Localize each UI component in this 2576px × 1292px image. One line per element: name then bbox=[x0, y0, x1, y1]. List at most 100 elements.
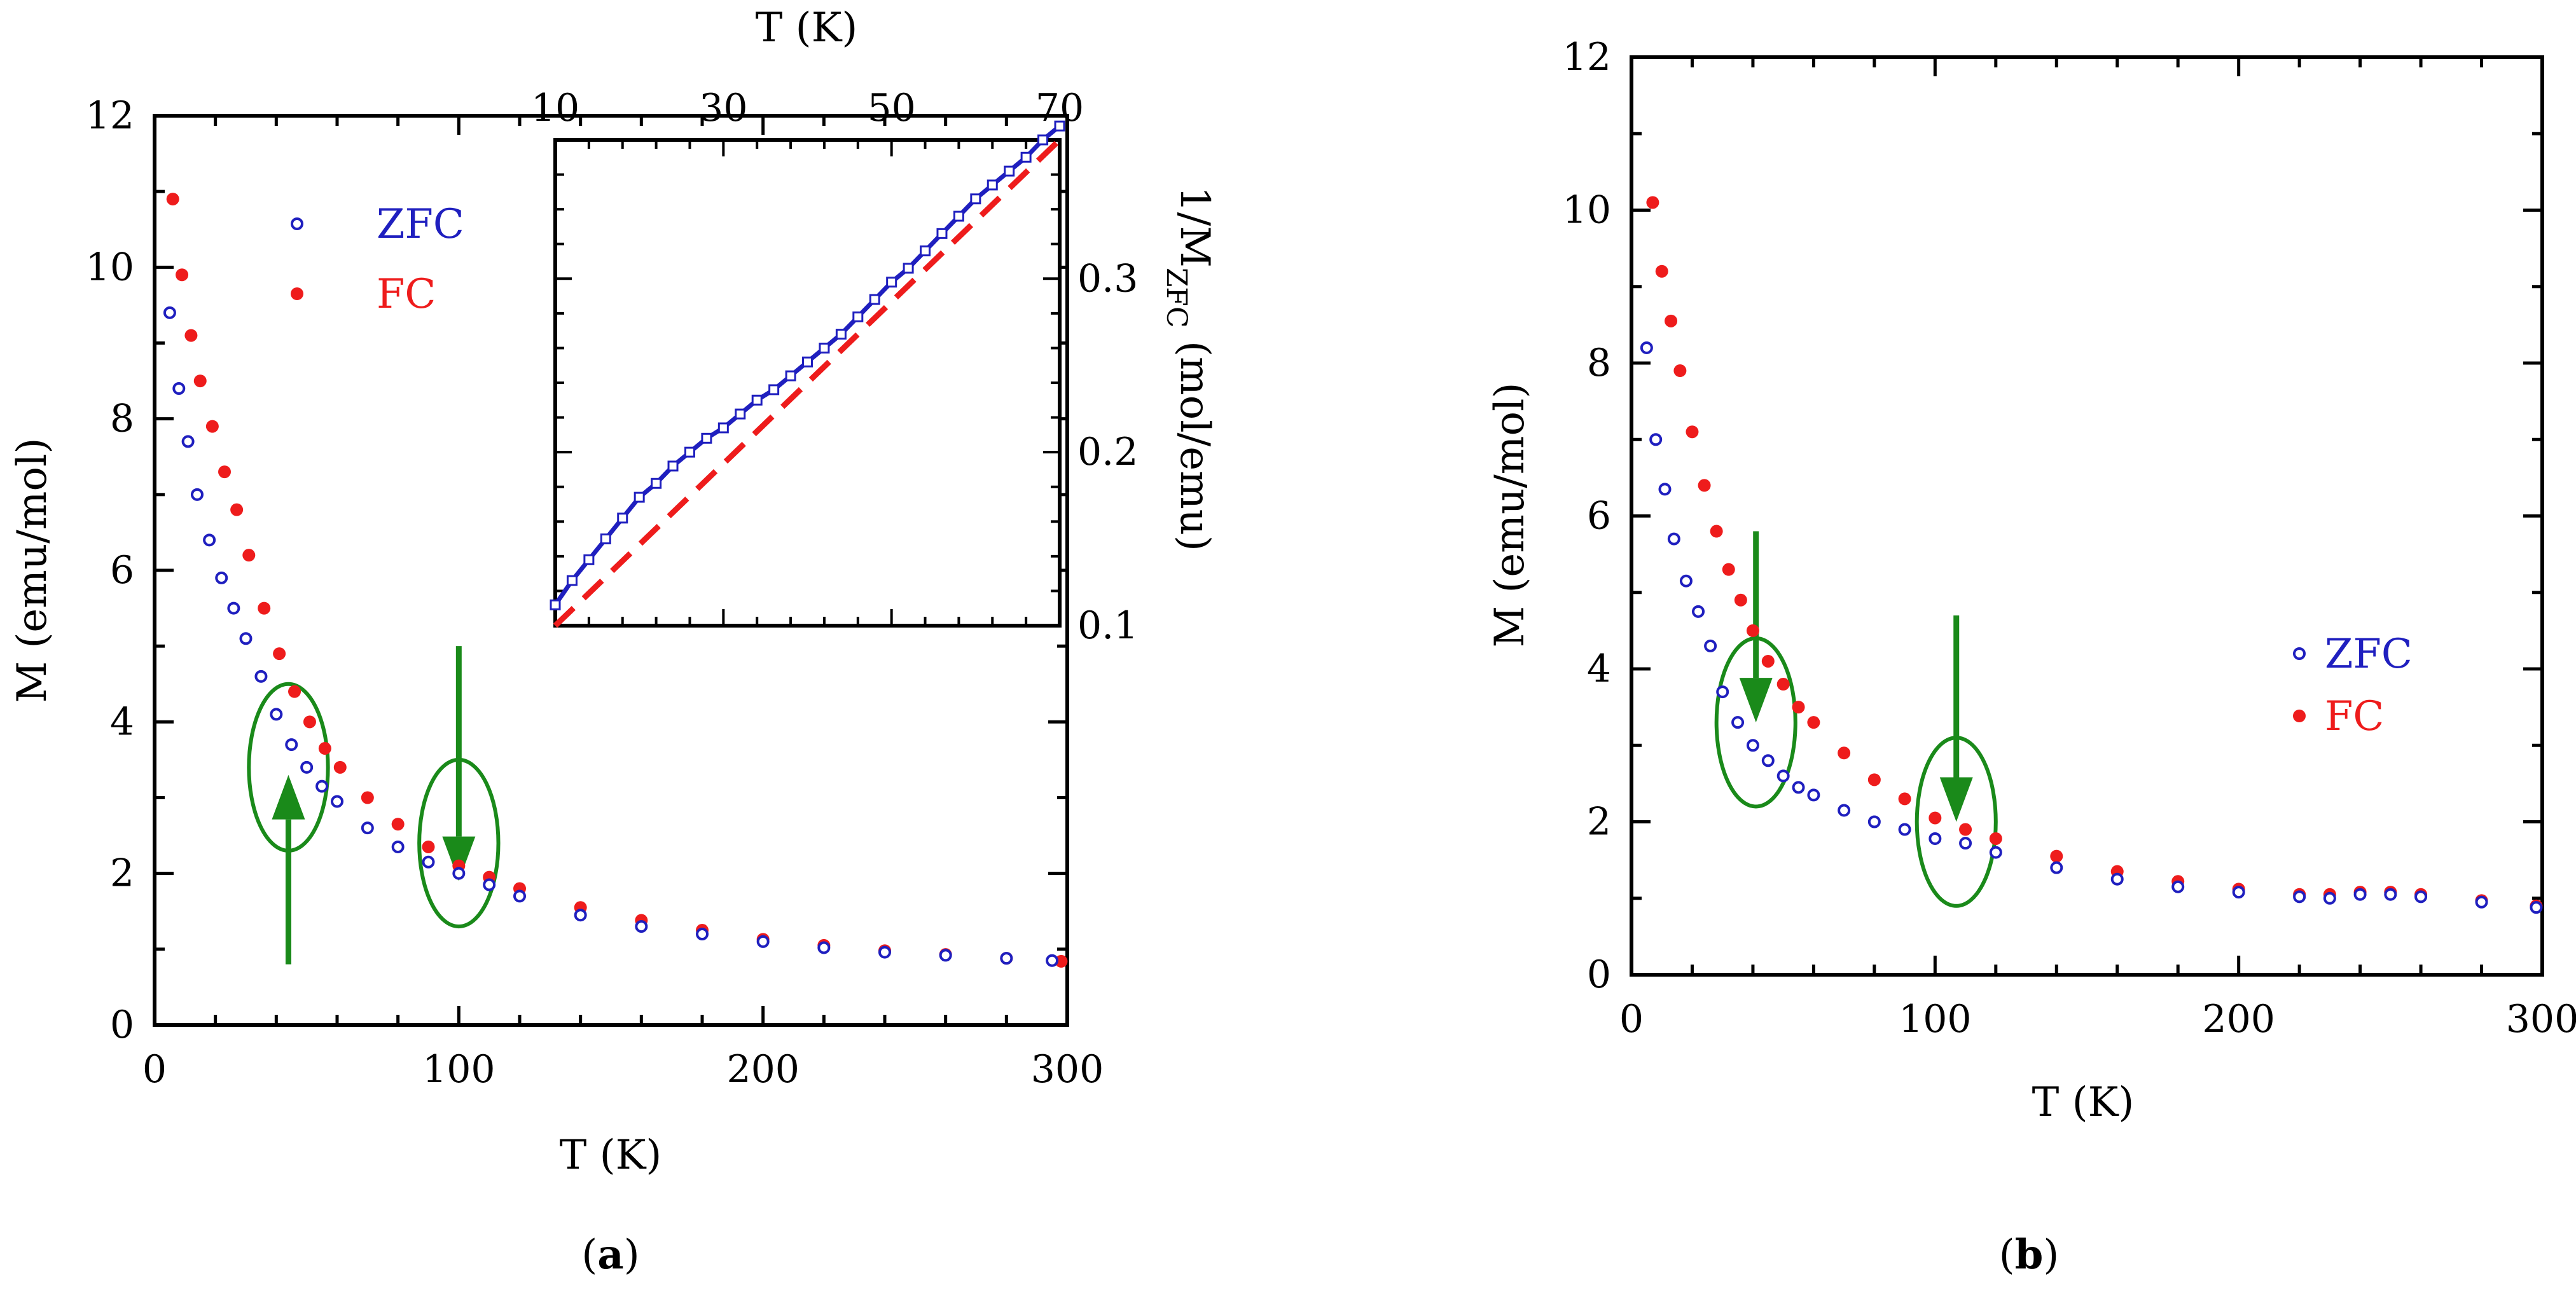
plot-frame-b bbox=[1630, 55, 2544, 977]
a-zfc-point bbox=[483, 878, 496, 891]
a-fc-point bbox=[176, 268, 189, 282]
a-zfc-point bbox=[227, 601, 240, 615]
b-zfc-point bbox=[2171, 880, 2185, 893]
b-legend-fc-marker bbox=[2293, 710, 2306, 722]
b-x-tick-label: 200 bbox=[2202, 997, 2275, 1041]
b-zfc-point bbox=[1679, 574, 1693, 588]
inset-ticks bbox=[554, 139, 1061, 627]
a-y-tick-label: 12 bbox=[86, 93, 134, 138]
inset-series bbox=[550, 120, 1065, 628]
a-zfc-point bbox=[817, 941, 831, 954]
inset-y-tick-label: 0.2 bbox=[1077, 430, 1138, 474]
b-annotations bbox=[1714, 531, 1998, 908]
b-zfc-point bbox=[1867, 815, 1881, 828]
a-legend-fc-marker bbox=[291, 287, 303, 300]
a-arrow-head bbox=[442, 836, 476, 881]
a-zfc-point bbox=[513, 890, 526, 903]
inset-data-point bbox=[970, 193, 981, 205]
inset-data-point bbox=[751, 394, 763, 406]
b-y-axis-title: M (emu/mol) bbox=[1486, 383, 1534, 648]
a-legend-fc-label: FC bbox=[377, 271, 436, 318]
a-zfc-point bbox=[285, 738, 298, 752]
a-legend: ZFC FC bbox=[291, 201, 464, 318]
a-zfc-point bbox=[939, 949, 952, 962]
inset-data-point bbox=[566, 575, 578, 586]
inset-data-point bbox=[1020, 151, 1032, 163]
a-zfc-point bbox=[300, 760, 314, 774]
b-legend: ZFC FC bbox=[2293, 631, 2413, 740]
b-zfc-point bbox=[2414, 890, 2428, 904]
b-fc-point bbox=[1698, 479, 1711, 492]
a-zfc-point bbox=[239, 632, 253, 645]
b-fc-point bbox=[1761, 654, 1775, 668]
a-zfc-point bbox=[190, 488, 204, 501]
a-zfc-point bbox=[181, 435, 195, 448]
b-fc-point bbox=[1807, 716, 1820, 729]
a-x-tick-label: 200 bbox=[726, 1047, 800, 1092]
inset-tick-labels: 10 30 50 70 0.1 0.2 0.3 bbox=[531, 86, 1139, 648]
a-legend-zfc-label: ZFC bbox=[377, 201, 464, 248]
inset-data-point bbox=[634, 491, 645, 503]
a-y-tick-label: 10 bbox=[86, 245, 134, 289]
a-fc-point bbox=[166, 193, 179, 206]
inset-x-axis-title: T (K) bbox=[756, 4, 858, 52]
b-zfc-point bbox=[1761, 754, 1775, 767]
b-fc-point bbox=[1746, 624, 1759, 637]
a-zfc-point bbox=[1046, 954, 1059, 967]
b-zfc-point bbox=[2110, 872, 2124, 886]
inset-x-tick-label: 70 bbox=[1035, 86, 1084, 130]
a-zfc-point bbox=[756, 935, 770, 948]
a-zfc-point bbox=[452, 867, 466, 880]
a-zfc-point bbox=[331, 795, 343, 808]
b-zfc-point bbox=[1649, 433, 1663, 446]
b-y-tick-label: 12 bbox=[1563, 35, 1611, 79]
inset-data-point bbox=[852, 311, 864, 322]
inset-data-point bbox=[785, 370, 796, 381]
b-fc-point bbox=[1792, 701, 1805, 714]
b-y-tick-label: 4 bbox=[1587, 647, 1611, 691]
inset-chart: 10 30 50 70 0.1 0.2 0.3 T (K) 1/MZFC (mol/emu) bbox=[531, 4, 1218, 648]
inset-data-point bbox=[936, 228, 948, 239]
b-fc-point bbox=[1710, 525, 1723, 538]
a-zfc-point bbox=[163, 306, 176, 319]
b-zfc-point bbox=[1838, 804, 1851, 817]
b-fc-point bbox=[1734, 593, 1747, 607]
b-zfc-point bbox=[2475, 895, 2488, 909]
inset-data-point bbox=[701, 432, 712, 444]
inset-data-point bbox=[651, 478, 662, 489]
a-y-tick-label: 6 bbox=[110, 548, 134, 593]
b-fc-point bbox=[1929, 811, 1942, 825]
b-y-tick-label: 8 bbox=[1587, 341, 1611, 385]
b-fc-point bbox=[2050, 849, 2063, 863]
b-zfc-point bbox=[1731, 716, 1745, 729]
b-fc-point bbox=[1646, 196, 1659, 209]
b-y-tick-label: 2 bbox=[1587, 800, 1611, 844]
inset-data-point bbox=[735, 408, 746, 420]
b-x-tick-label: 100 bbox=[1899, 997, 1972, 1041]
b-fc-point bbox=[1655, 265, 1668, 278]
a-fc-point bbox=[333, 760, 347, 774]
a-fc-point bbox=[193, 375, 207, 388]
inset-frame bbox=[553, 138, 1062, 628]
b-panel-label: (b) bbox=[1999, 1231, 2060, 1279]
b-legend-fc-label: FC bbox=[2325, 693, 2384, 740]
a-arrow-head bbox=[272, 774, 305, 820]
a-panel-label: (a) bbox=[581, 1231, 639, 1279]
a-zfc-point bbox=[315, 780, 329, 793]
b-zfc-point bbox=[2530, 901, 2543, 914]
inset-data-point bbox=[768, 384, 780, 395]
b-tick-labels: 0 100 200 300 0 2 4 6 8 10 12 bbox=[1563, 35, 2576, 1041]
a-fc-point bbox=[184, 329, 198, 342]
a-zfc-point bbox=[361, 821, 374, 835]
inset-y-title-unit: (mol/emu) bbox=[1171, 341, 1218, 551]
b-zfc-point bbox=[1704, 639, 1717, 652]
b-x-axis-title: T (K) bbox=[2032, 1079, 2135, 1126]
a-x-tick-label: 100 bbox=[422, 1047, 495, 1092]
a-zfc-point bbox=[391, 840, 405, 853]
a-y-tick-label: 4 bbox=[110, 699, 134, 744]
b-zfc-point bbox=[1658, 483, 1672, 496]
b-zfc-point bbox=[1929, 832, 1942, 845]
a-fc-point bbox=[230, 503, 244, 516]
a-legend-zfc-marker bbox=[291, 217, 303, 230]
inset-data-point bbox=[583, 554, 595, 565]
